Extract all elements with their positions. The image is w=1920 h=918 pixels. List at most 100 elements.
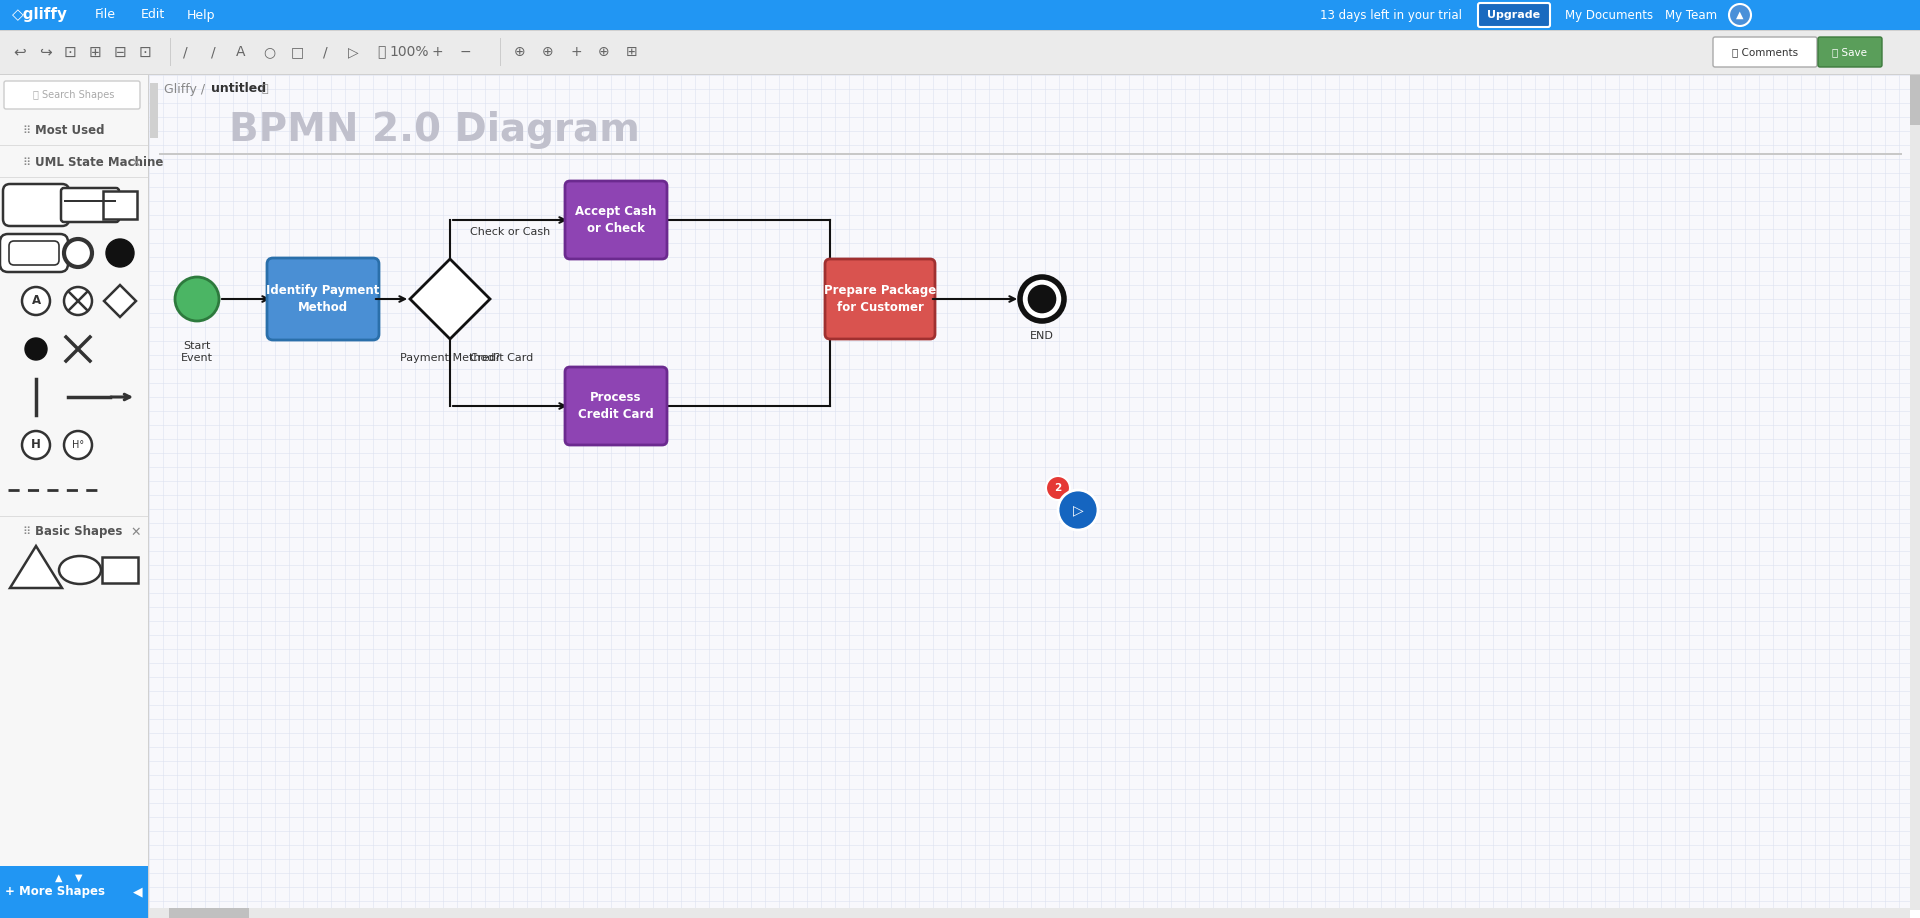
FancyBboxPatch shape — [61, 188, 119, 222]
Circle shape — [63, 239, 92, 267]
Polygon shape — [411, 259, 490, 339]
Text: □: □ — [290, 45, 303, 59]
Circle shape — [21, 431, 50, 459]
FancyBboxPatch shape — [1713, 37, 1816, 67]
Text: ⊕: ⊕ — [541, 45, 553, 59]
Text: Accept Cash
or Check: Accept Cash or Check — [576, 205, 657, 235]
Bar — [0, 74, 1920, 75]
Circle shape — [63, 287, 92, 315]
Text: ⊞: ⊞ — [88, 44, 102, 60]
Bar — [159, 153, 1903, 154]
Text: Prepare Package
for Customer: Prepare Package for Customer — [824, 284, 937, 314]
Text: 100%: 100% — [390, 45, 428, 59]
Text: ▼: ▼ — [75, 873, 83, 883]
Text: H: H — [31, 439, 40, 452]
Text: ▷: ▷ — [348, 45, 359, 59]
Bar — [169, 908, 250, 918]
Text: BPMN 2.0 Diagram: BPMN 2.0 Diagram — [228, 111, 639, 149]
Text: ◀: ◀ — [132, 886, 142, 899]
Bar — [102, 557, 138, 583]
Text: +: + — [432, 45, 444, 59]
Text: 🔍 Search Shapes: 🔍 Search Shapes — [33, 90, 115, 100]
Bar — [0, 0, 1920, 30]
Bar — [150, 908, 1910, 918]
Text: ⊕: ⊕ — [599, 45, 611, 59]
Bar — [0, 30, 1920, 31]
Text: + More Shapes: + More Shapes — [6, 886, 106, 899]
Text: END: END — [1029, 331, 1054, 341]
Circle shape — [21, 287, 50, 315]
Text: UML State Machine: UML State Machine — [35, 156, 163, 170]
FancyBboxPatch shape — [4, 81, 140, 109]
Text: H°: H° — [71, 440, 84, 450]
Text: ✕: ✕ — [131, 156, 142, 170]
Polygon shape — [104, 285, 136, 317]
FancyBboxPatch shape — [10, 241, 60, 265]
Circle shape — [175, 277, 219, 321]
Circle shape — [1730, 4, 1751, 26]
Text: /: / — [211, 45, 215, 59]
Text: Gliffy /: Gliffy / — [163, 83, 209, 95]
Text: Identify Payment
Method: Identify Payment Method — [267, 284, 380, 314]
Text: ▲: ▲ — [1736, 10, 1743, 20]
Text: ▷: ▷ — [1073, 503, 1083, 517]
Text: My Team: My Team — [1665, 8, 1716, 21]
Bar — [0, 145, 148, 146]
Text: Most Used: Most Used — [35, 125, 104, 138]
Bar — [150, 83, 157, 138]
Bar — [0, 75, 148, 918]
Text: ⊕: ⊕ — [515, 45, 526, 59]
Text: ▲: ▲ — [56, 873, 63, 883]
Text: ✕: ✕ — [131, 525, 142, 539]
FancyBboxPatch shape — [564, 367, 666, 445]
FancyBboxPatch shape — [267, 258, 378, 340]
Text: Help: Help — [186, 8, 215, 21]
FancyBboxPatch shape — [1478, 3, 1549, 27]
Text: ⠿: ⠿ — [21, 527, 31, 537]
Text: +: + — [570, 45, 582, 59]
Circle shape — [63, 431, 92, 459]
Text: Process
Credit Card: Process Credit Card — [578, 391, 655, 421]
Text: ⊞: ⊞ — [626, 45, 637, 59]
Text: ◇gliffy: ◇gliffy — [12, 7, 67, 23]
Text: 🔒: 🔒 — [261, 84, 267, 94]
Circle shape — [1046, 476, 1069, 500]
Text: ⊡: ⊡ — [63, 44, 77, 60]
Ellipse shape — [60, 556, 102, 584]
FancyBboxPatch shape — [1818, 37, 1882, 67]
Text: Edit: Edit — [140, 8, 165, 21]
Text: /: / — [182, 45, 188, 59]
Text: Check or Cash: Check or Cash — [470, 227, 551, 237]
Bar — [1910, 75, 1920, 125]
Text: 13 days left in your trial: 13 days left in your trial — [1321, 8, 1461, 21]
FancyBboxPatch shape — [4, 184, 69, 226]
Text: 💬 Comments: 💬 Comments — [1732, 47, 1797, 57]
Text: Start
Event: Start Event — [180, 341, 213, 364]
Text: Payment Method?: Payment Method? — [399, 353, 499, 363]
Bar — [104, 191, 136, 219]
Text: ○: ○ — [263, 45, 275, 59]
Text: Upgrade: Upgrade — [1488, 10, 1540, 20]
Text: Basic Shapes: Basic Shapes — [35, 525, 123, 539]
Text: My Documents: My Documents — [1565, 8, 1653, 21]
Text: untitled: untitled — [211, 83, 267, 95]
Polygon shape — [10, 546, 61, 588]
Text: ✋: ✋ — [376, 45, 386, 59]
Text: 2: 2 — [1054, 483, 1062, 493]
Text: ⊡: ⊡ — [138, 44, 152, 60]
Text: Credit Card: Credit Card — [470, 353, 534, 363]
Text: ⊟: ⊟ — [113, 44, 127, 60]
Circle shape — [106, 239, 134, 267]
FancyBboxPatch shape — [564, 181, 666, 259]
Circle shape — [1020, 277, 1064, 321]
Bar — [0, 516, 148, 517]
Bar — [1910, 75, 1920, 910]
Bar — [0, 30, 1920, 75]
FancyBboxPatch shape — [0, 234, 67, 272]
Text: A: A — [236, 45, 246, 59]
Circle shape — [1058, 490, 1098, 530]
Text: File: File — [94, 8, 115, 21]
Text: ⠿: ⠿ — [21, 126, 31, 136]
Text: /: / — [323, 45, 326, 59]
Text: A: A — [31, 295, 40, 308]
